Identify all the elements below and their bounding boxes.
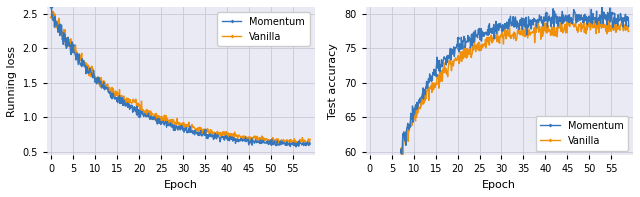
- Vanilla: [557, 27, 564, 30]
- Vanilla: [49, 10, 57, 12]
- Momentum: [238, 138, 246, 140]
- Legend: Momentum, Vanilla: Momentum, Vanilla: [217, 12, 310, 46]
- Momentum: [59, 35, 67, 38]
- Momentum: [625, 25, 632, 28]
- Vanilla: [292, 144, 300, 146]
- X-axis label: Epoch: Epoch: [164, 180, 198, 190]
- X-axis label: Epoch: Epoch: [483, 180, 516, 190]
- Vanilla: [60, 34, 67, 37]
- Vanilla: [228, 134, 236, 136]
- Vanilla: [586, 23, 593, 26]
- Line: Vanilla: Vanilla: [399, 17, 630, 156]
- Legend: Momentum, Vanilla: Momentum, Vanilla: [536, 116, 628, 151]
- Momentum: [292, 146, 300, 148]
- Vanilla: [291, 138, 298, 140]
- Momentum: [609, 22, 616, 24]
- Momentum: [546, 17, 554, 20]
- Vanilla: [47, 16, 55, 18]
- Momentum: [307, 143, 314, 145]
- Vanilla: [609, 24, 616, 27]
- Momentum: [70, 50, 77, 53]
- Momentum: [47, 6, 55, 8]
- Line: Vanilla: Vanilla: [50, 10, 312, 146]
- Momentum: [268, 139, 275, 142]
- Vanilla: [70, 51, 78, 53]
- Momentum: [586, 18, 593, 20]
- Momentum: [227, 138, 235, 140]
- Line: Momentum: Momentum: [399, 6, 630, 155]
- Momentum: [290, 143, 298, 145]
- Vanilla: [307, 138, 314, 140]
- Vanilla: [239, 135, 246, 137]
- Vanilla: [268, 139, 275, 141]
- Vanilla: [625, 30, 632, 32]
- Vanilla: [546, 29, 554, 31]
- Momentum: [557, 17, 564, 19]
- Y-axis label: Test accuracy: Test accuracy: [328, 43, 339, 119]
- Y-axis label: Running loss: Running loss: [7, 46, 17, 117]
- Line: Momentum: Momentum: [50, 5, 312, 148]
